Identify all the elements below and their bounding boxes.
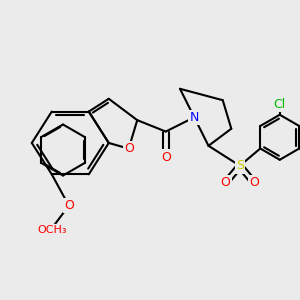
Text: O: O (161, 151, 171, 164)
Text: O: O (221, 176, 230, 189)
Text: O: O (64, 199, 74, 212)
Text: OCH₃: OCH₃ (37, 225, 67, 235)
Text: O: O (249, 176, 259, 189)
Text: O: O (124, 142, 134, 155)
Text: Cl: Cl (274, 98, 286, 111)
Text: S: S (236, 159, 244, 172)
Text: N: N (190, 111, 199, 124)
